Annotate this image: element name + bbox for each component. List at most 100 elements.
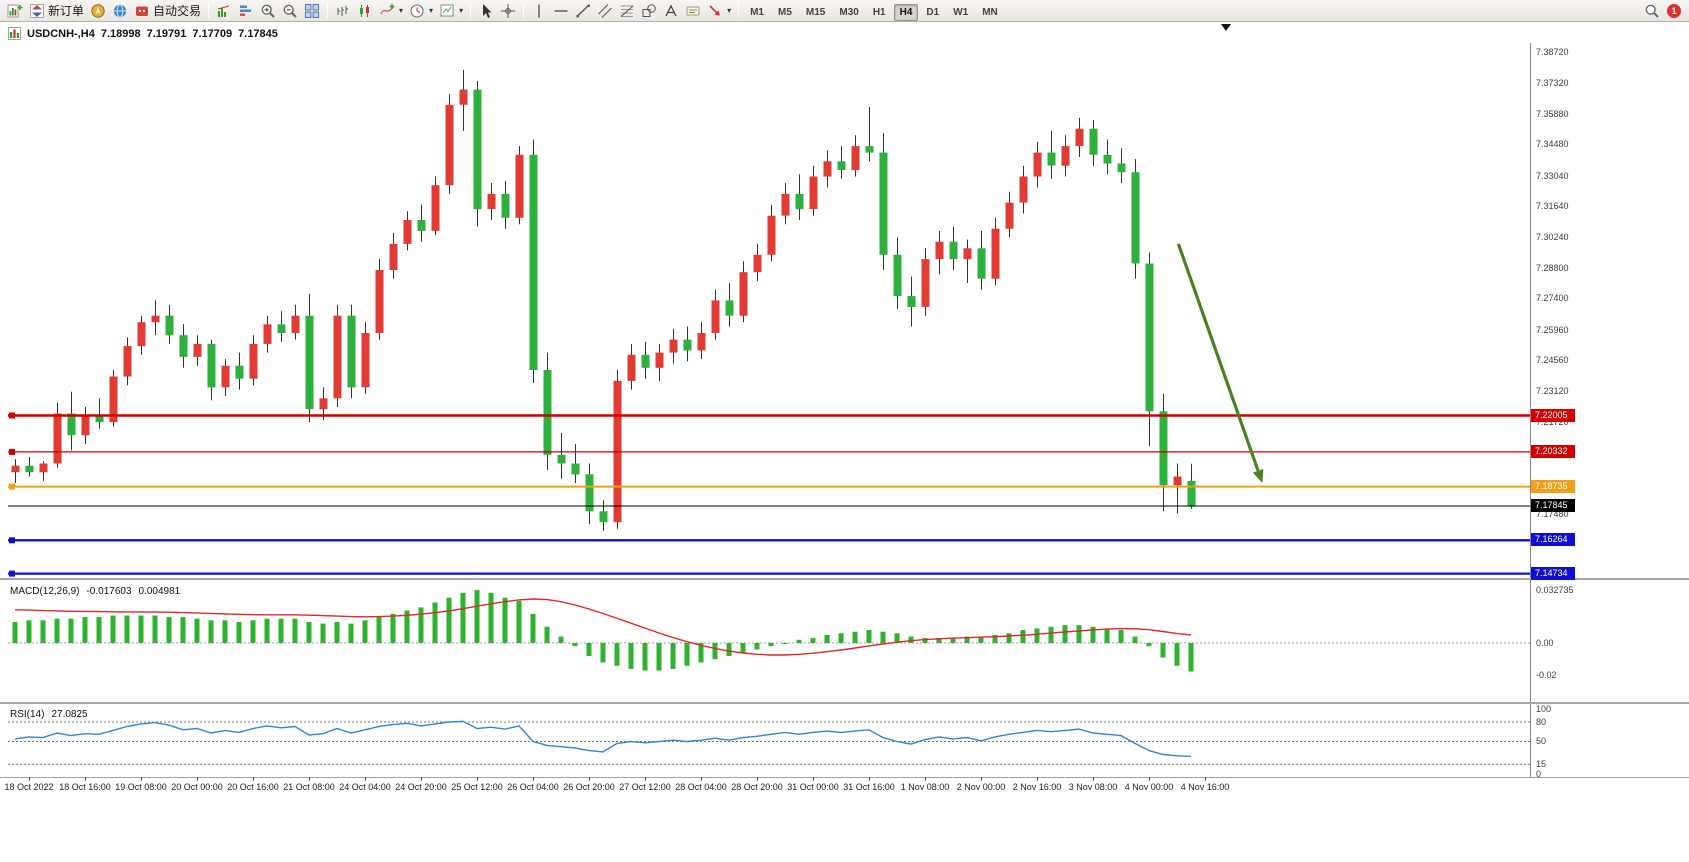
price-badge: 7.20332 (1531, 445, 1575, 458)
shapes-tool-button[interactable] (638, 1, 660, 20)
scale-label: 7.37320 (1536, 78, 1569, 88)
volumes-button[interactable] (213, 1, 235, 20)
toolbar-separator (208, 3, 210, 18)
macd-indicator-header: MACD(12,26,9) -0.017603 0.004981 (10, 586, 180, 597)
clock-icon (410, 4, 424, 17)
new-chart-button[interactable] (4, 1, 26, 20)
candle-chart-mode-icon (360, 4, 370, 17)
crosshair-button[interactable] (497, 1, 519, 20)
timeframe-button-d1[interactable]: D1 (926, 6, 940, 18)
fibonacci-tool-button[interactable] (616, 1, 638, 20)
time-tick (533, 777, 534, 781)
indicators-menu-button[interactable]: ▾ (376, 1, 406, 20)
price-badge: 7.14734 (1531, 567, 1575, 580)
zoom-in-icon (261, 4, 275, 18)
timeframe-button-m15[interactable]: M15 (805, 6, 826, 18)
compass-icon (91, 3, 105, 18)
templates-menu-button[interactable]: ▾ (436, 1, 466, 20)
timeframe-button-h1[interactable]: H1 (872, 6, 886, 18)
chart-symbol-line: USDCNH-,H4 7.18998 7.19791 7.17709 7.178… (8, 27, 278, 40)
text-tool-button[interactable] (660, 1, 682, 20)
trendline-tool-button[interactable] (572, 1, 594, 20)
new-order-icon (30, 3, 44, 18)
macd-signal-value: 0.004981 (138, 586, 181, 597)
time-tick (1037, 777, 1038, 781)
mql5-compass-button[interactable] (87, 1, 109, 20)
scale-label: 7.17480 (1536, 509, 1569, 519)
time-label: 20 Oct 00:00 (171, 782, 223, 792)
main-toolbar: 新订单 自动交易 (0, 0, 1689, 22)
scale-label: 7.27400 (1536, 293, 1569, 303)
search-button[interactable] (1641, 1, 1663, 20)
time-label: 18 Oct 16:00 (59, 782, 111, 792)
label-tool-button[interactable] (682, 1, 704, 20)
timeframe-button-mn[interactable]: MN (982, 6, 998, 18)
depth-bars-icon (240, 5, 252, 16)
zoom-in-button[interactable] (257, 1, 279, 20)
time-tick (925, 777, 926, 781)
timeframe-button-m30[interactable]: M30 (839, 6, 859, 18)
tile-windows-icon (305, 3, 320, 18)
scale-label: 7.33040 (1536, 171, 1569, 181)
time-label: 28 Oct 20:00 (731, 782, 783, 792)
scale-label: 7.31640 (1536, 201, 1569, 211)
time-label: 4 Nov 16:00 (1180, 782, 1230, 792)
macd-plot[interactable] (8, 583, 1530, 700)
rsi-title: RSI(14) (10, 709, 45, 720)
horizontal-line-tool-button[interactable] (550, 1, 572, 20)
globe-icon (113, 3, 127, 18)
price-chart-plot[interactable] (8, 45, 1530, 577)
time-tick (1205, 777, 1206, 781)
time-tick (757, 777, 758, 781)
time-label: 2 Nov 16:00 (1012, 782, 1062, 792)
time-axis-line (0, 777, 1689, 778)
time-label: 24 Oct 04:00 (339, 782, 391, 792)
time-tick (701, 777, 702, 781)
indicators-icon (380, 3, 395, 14)
periods-menu-button[interactable]: ▾ (406, 1, 436, 20)
timeframe-button-w1[interactable]: W1 (953, 6, 969, 18)
time-label: 19 Oct 08:00 (115, 782, 167, 792)
vertical-line-icon (538, 4, 540, 17)
toolbar-separator (523, 3, 525, 18)
symbol-period-label: USDCNH-,H4 (27, 27, 95, 40)
ohlc-high: 7.19791 (146, 27, 187, 40)
new-order-button[interactable]: 新订单 (26, 1, 87, 20)
notification-badge[interactable]: 1 (1667, 3, 1681, 18)
dropdown-caret: ▾ (459, 6, 464, 15)
dropdown-caret: ▾ (429, 6, 434, 15)
time-tick (981, 777, 982, 781)
new-order-label: 新订单 (48, 4, 85, 18)
time-label: 26 Oct 20:00 (563, 782, 615, 792)
chart-shift-marker[interactable] (1221, 24, 1231, 31)
timeframe-button-h4[interactable]: H4 (893, 3, 919, 21)
panel-divider[interactable] (0, 702, 1689, 704)
auto-trading-button[interactable]: 自动交易 (131, 1, 204, 20)
vertical-line-tool-button[interactable] (528, 1, 550, 20)
chart-bars-mode-button[interactable] (332, 1, 354, 20)
time-tick (85, 777, 86, 781)
channel-icon (598, 3, 612, 18)
zoom-out-button[interactable] (279, 1, 301, 20)
channel-tool-button[interactable] (594, 1, 616, 20)
scale-label: 15 (1536, 759, 1547, 769)
timeframe-button-m1[interactable]: M1 (750, 6, 764, 18)
panel-divider[interactable] (0, 578, 1689, 580)
market-depth-button[interactable] (235, 1, 257, 20)
tile-windows-button[interactable] (301, 1, 323, 20)
time-tick (29, 777, 30, 781)
community-button[interactable] (109, 1, 131, 20)
ohlc-low: 7.17709 (192, 27, 233, 40)
arrows-menu-button[interactable]: ▾ (704, 1, 734, 20)
chart-candles-mode-button[interactable] (354, 1, 376, 20)
scale-label: 7.25960 (1536, 325, 1569, 335)
timeframe-button-m5[interactable]: M5 (778, 6, 792, 18)
cursor-button[interactable] (475, 1, 497, 20)
time-axis[interactable]: 18 Oct 2022 18 Oct 16:00 19 Oct 08:00 20 Oc… (0, 777, 1689, 797)
macd-value: -0.017603 (86, 586, 132, 597)
rsi-plot[interactable] (8, 706, 1530, 776)
price-scale[interactable]: 7.38720 7.37320 7.35880 7.34480 7.33040 7.316… (1530, 0, 1689, 800)
chart-plus-icon (7, 4, 23, 17)
scale-label: 100 (1536, 704, 1552, 714)
